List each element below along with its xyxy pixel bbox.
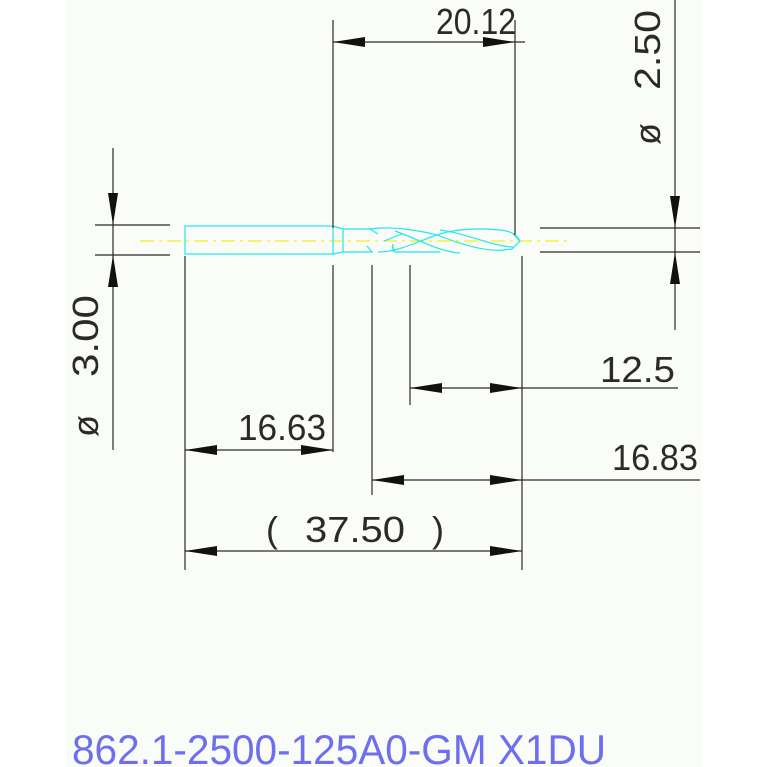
dimension-tip-diameter: ø 2.50: [540, 0, 700, 330]
dimension-shank-diameter: ø 3.00: [65, 148, 170, 450]
drill-outline: [184, 225, 521, 255]
part-code: 862.1-2500-125A0-GM X1DU: [72, 726, 606, 767]
dim-text-16-83: 16.83: [612, 437, 698, 478]
dim-text-3-00: 3.00: [65, 295, 106, 377]
dim-text-37-50: 37.50: [305, 509, 405, 550]
dimension-cutting-length: 20.12: [332, 1, 525, 235]
dimension-overall-length: ( 37.50 ): [185, 509, 522, 556]
dim-text-2-50: 2.50: [627, 10, 668, 90]
dimension-16-83: 16.83: [372, 437, 700, 485]
dimension-16-63: 16.63: [185, 407, 333, 455]
sheet-background: [65, 0, 702, 767]
dimension-12-5: 12.5: [410, 349, 678, 393]
diameter-symbol-tip: ø: [627, 123, 668, 145]
dim-text-20-12: 20.12: [436, 1, 516, 42]
drill-shank: [184, 225, 334, 255]
diameter-symbol-shank: ø: [65, 415, 106, 437]
extension-lines: [184, 256, 523, 570]
dim-text-12-5: 12.5: [600, 349, 675, 390]
paren-open: (: [266, 509, 278, 550]
dim-text-16-63: 16.63: [238, 407, 326, 448]
paren-close: ): [432, 509, 444, 550]
